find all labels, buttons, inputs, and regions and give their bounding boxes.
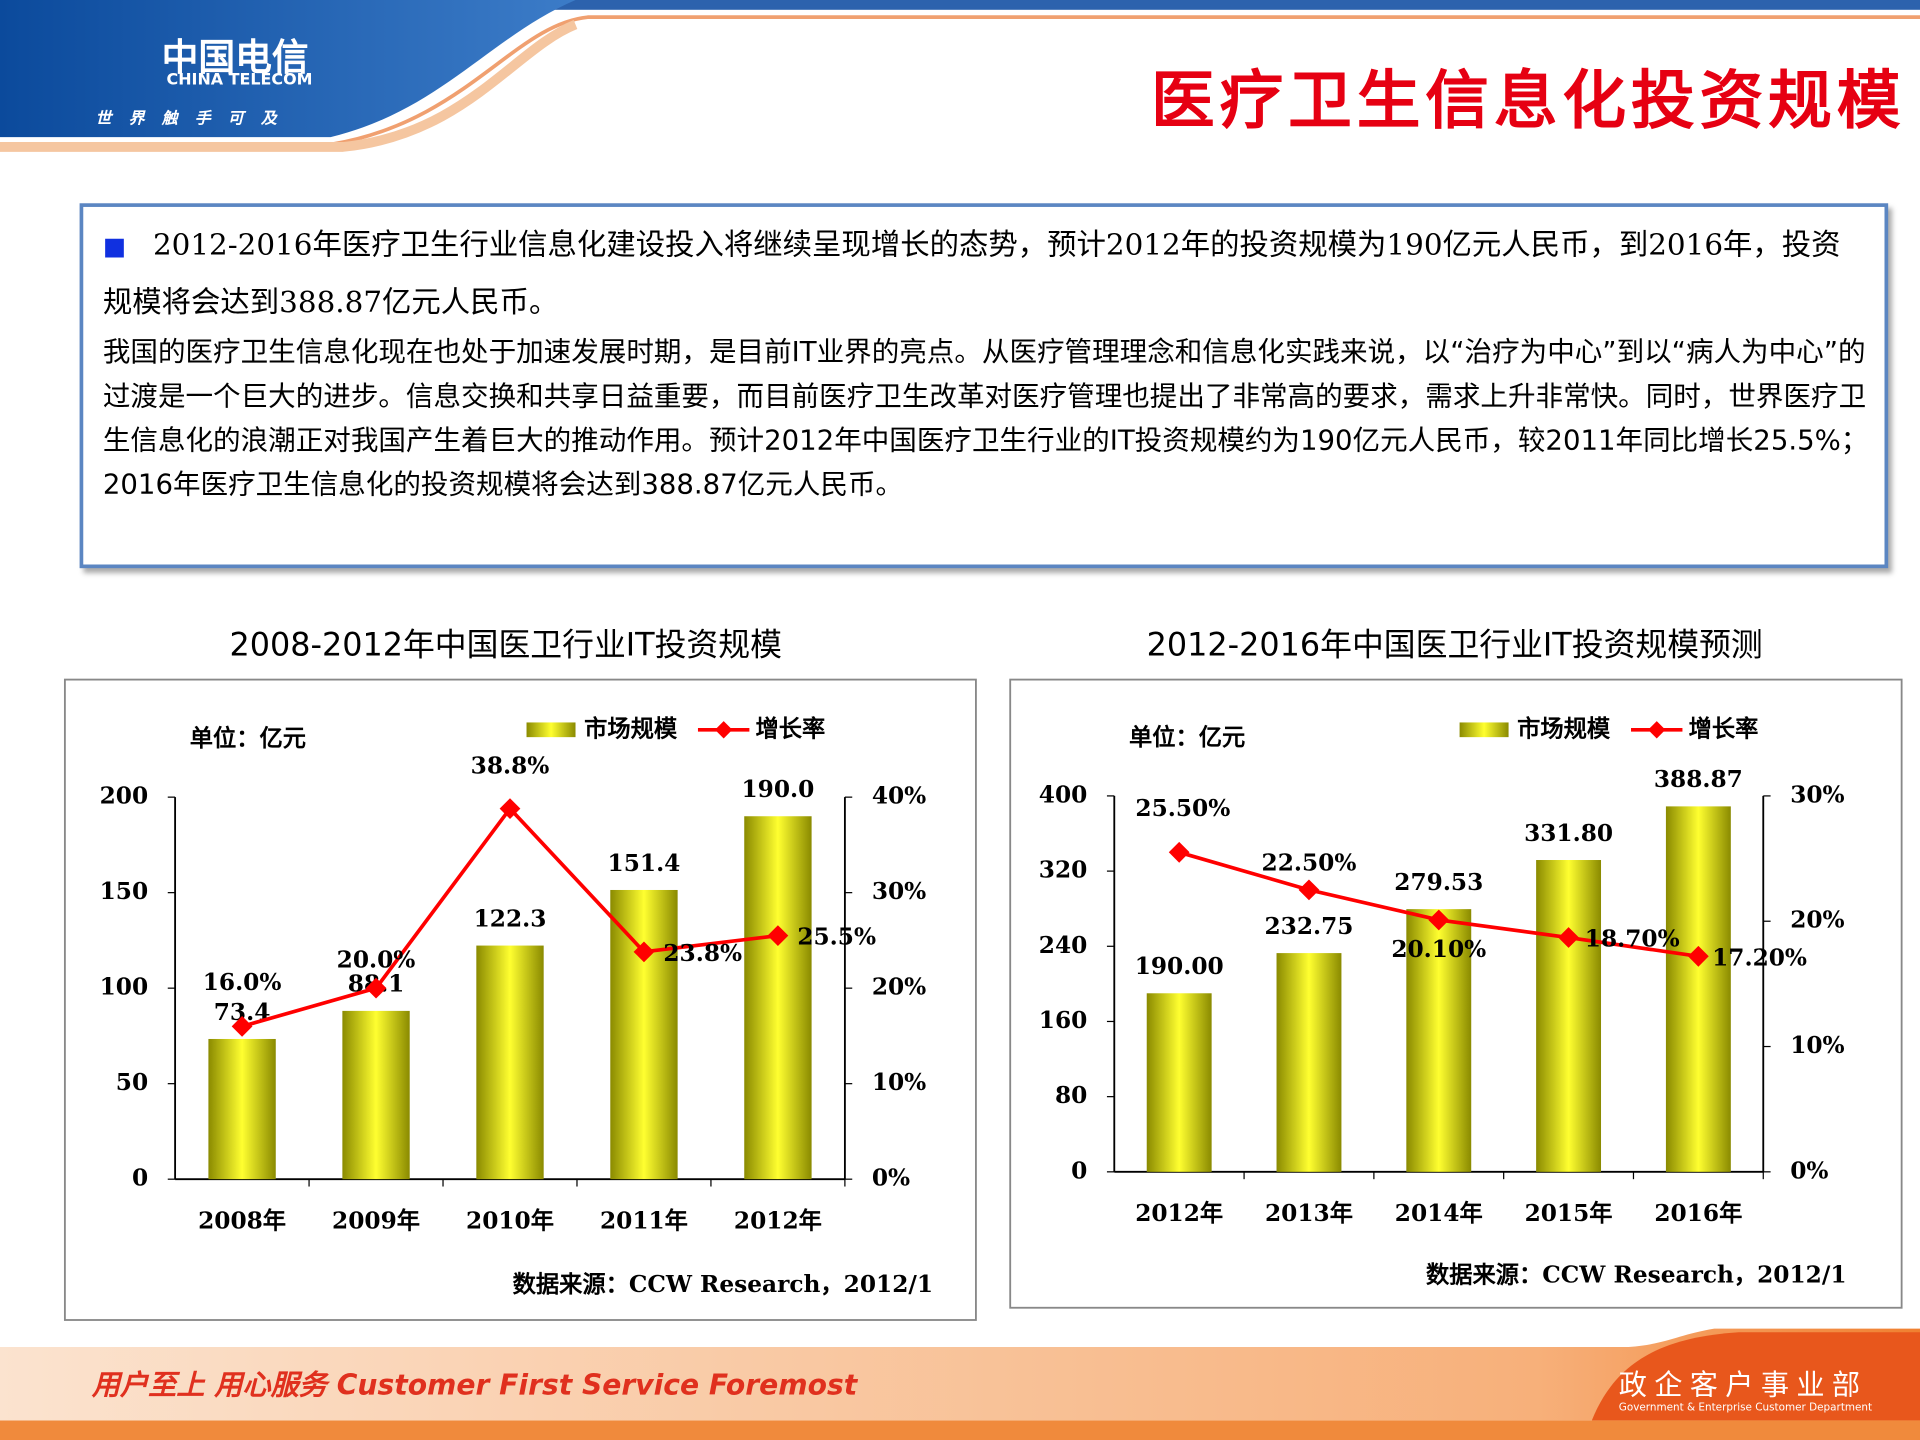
growth-label: 38.8% [471, 752, 550, 779]
growth-label: 23.8% [663, 940, 742, 967]
growth-label: 18.70% [1585, 925, 1680, 952]
bar [476, 945, 544, 1180]
growth-label: 17.20% [1712, 944, 1807, 971]
bar [342, 1010, 410, 1180]
y2-tick-label: 10% [872, 1069, 926, 1096]
x-tick-label: 2016年 [1654, 1200, 1742, 1227]
bar-label: 232.75 [1264, 913, 1353, 940]
growth-marker [633, 941, 655, 963]
x-tick-label: 2010年 [466, 1208, 554, 1235]
footer-dept: 政企客户事业部 [1618, 1370, 1868, 1403]
unit-label: 单位：亿元 [190, 725, 306, 752]
y-tick-label: 200 [100, 783, 149, 810]
x-tick-label: 2013年 [1265, 1200, 1353, 1227]
footer-motto: 用户至上 用心服务 Customer First Service Foremos… [91, 1370, 858, 1403]
bar [610, 889, 678, 1180]
y-tick-label: 400 [1039, 781, 1088, 808]
y2-tick-label: 0% [1790, 1157, 1828, 1184]
bar [1406, 909, 1472, 1172]
summary-body: 我国的医疗卫生信息化现在也处于加速发展时期，是目前IT业界的亮点。从医疗管理理念… [102, 336, 1869, 501]
y-tick-label: 150 [100, 878, 149, 905]
bar-label: 190.00 [1135, 953, 1224, 980]
slogan: 世界触手可及 [95, 110, 294, 129]
legend-label: 增长率 [756, 715, 826, 742]
bar-label: 388.87 [1654, 766, 1743, 793]
y-tick-label: 160 [1039, 1007, 1088, 1034]
header-swoosh [0, 19, 578, 152]
bar [744, 816, 812, 1180]
legend-swatch [1459, 722, 1509, 738]
bar-label: 331.80 [1524, 820, 1613, 847]
legend-marker [715, 721, 733, 739]
x-tick-label: 2012年 [1135, 1200, 1223, 1227]
header-swoosh [330, 15, 1920, 147]
y2-tick-label: 20% [1790, 907, 1844, 934]
source-note: 数据来源：CCW Research，2012/1 [513, 1271, 933, 1298]
header-band [0, 0, 576, 138]
growth-label: 25.50% [1135, 795, 1230, 822]
y2-tick-label: 10% [1790, 1032, 1844, 1059]
bar [1536, 860, 1602, 1172]
x-tick-label: 2012年 [734, 1208, 822, 1235]
x-tick-label: 2009年 [332, 1208, 420, 1235]
logo: 中国电信 [161, 36, 309, 80]
growth-label: 20.10% [1391, 936, 1486, 963]
bar-label: 122.3 [474, 905, 547, 932]
growth-label: 22.50% [1262, 850, 1357, 877]
legend-label: 增长率 [1689, 715, 1759, 742]
bar [1146, 993, 1212, 1172]
bar [208, 1038, 276, 1180]
x-tick-label: 2014年 [1395, 1200, 1483, 1227]
growth-label: 20.0% [337, 947, 416, 974]
y-tick-label: 0 [1071, 1157, 1087, 1184]
growth-marker [1428, 909, 1450, 931]
bar-label: 190.0 [742, 776, 815, 803]
y2-tick-label: 30% [1790, 781, 1844, 808]
x-tick-label: 2015年 [1525, 1200, 1613, 1227]
footer-panel [1591, 1332, 1920, 1421]
chart-title: 2012-2016年中国医卫行业IT投资规模预测 [1147, 626, 1763, 664]
growth-marker [499, 798, 521, 819]
chart-title: 2008-2012年中国医卫行业IT投资规模 [229, 626, 781, 664]
y2-tick-label: 0% [872, 1165, 910, 1192]
bar [1665, 806, 1731, 1172]
page-title: 医疗卫生信息化投资规模 [1151, 63, 1906, 139]
y-tick-label: 240 [1039, 932, 1088, 959]
y-tick-label: 80 [1055, 1082, 1087, 1109]
y-tick-label: 320 [1039, 857, 1088, 884]
y2-tick-label: 20% [872, 974, 926, 1001]
bar-label: 279.53 [1394, 869, 1483, 896]
bar-label: 151.4 [608, 850, 681, 877]
footer-band [0, 1420, 1920, 1440]
footer-dept-en: Government & Enterprise Customer Departm… [1618, 1402, 1873, 1415]
growth-marker [767, 925, 789, 947]
y-tick-label: 50 [116, 1069, 148, 1096]
source-note: 数据来源：CCW Research，2012/1 [1426, 1261, 1846, 1288]
y2-tick-label: 30% [872, 878, 926, 905]
growth-label: 16.0% [203, 969, 282, 996]
bullet: ■ [102, 231, 127, 261]
growth-label: 25.5% [797, 924, 876, 951]
bar [1276, 953, 1342, 1172]
x-tick-label: 2011年 [600, 1208, 688, 1235]
summary-lead: ■ 2012-2016年医疗卫生行业信息化建设投入将继续呈现增长的态势，预计201… [103, 217, 1870, 331]
legend-swatch [526, 722, 576, 738]
top-band [0, 0, 1920, 10]
y-tick-label: 0 [132, 1165, 148, 1192]
legend-label: 市场规模 [584, 715, 678, 742]
x-tick-label: 2008年 [198, 1208, 286, 1235]
footer-swoosh [0, 1328, 1920, 1421]
summary-box: ■ 2012-2016年医疗卫生行业信息化建设投入将继续呈现增长的态势，预计201… [79, 203, 1889, 569]
y-tick-label: 100 [100, 974, 149, 1001]
logo-en: CHINA TELECOM [166, 71, 313, 90]
y2-tick-label: 40% [872, 783, 926, 810]
unit-label: 单位：亿元 [1129, 724, 1245, 751]
legend-label: 市场规模 [1517, 715, 1611, 742]
growth-marker [1687, 945, 1709, 967]
lead-text: 2012-2016年医疗卫生行业信息化建设投入将继续呈现增长的态势，预计2012… [102, 227, 1841, 320]
